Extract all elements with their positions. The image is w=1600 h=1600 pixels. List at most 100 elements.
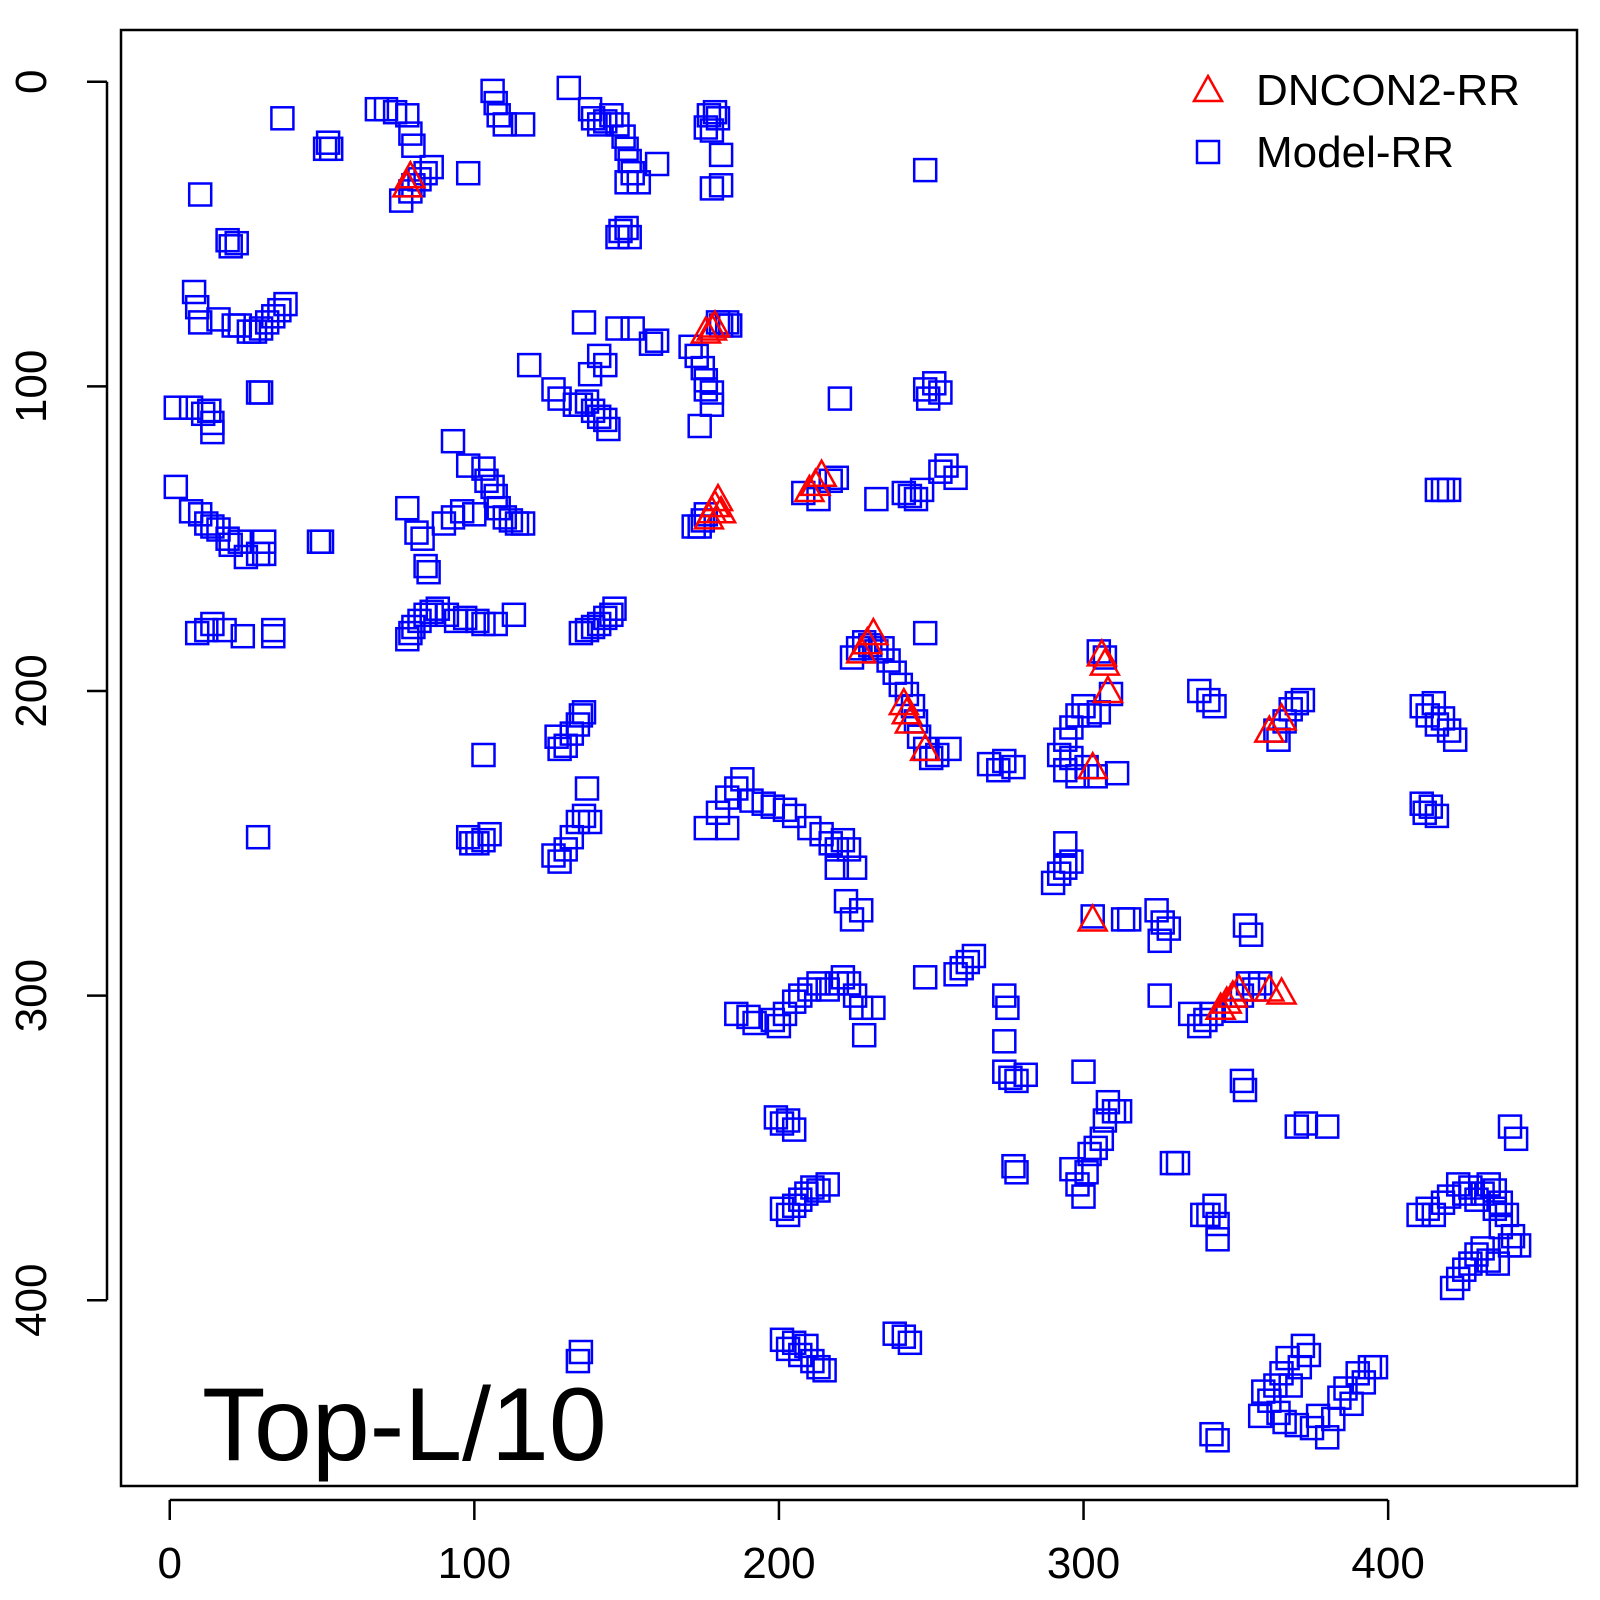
model-rr-point bbox=[1165, 1150, 1191, 1176]
model-rr-point bbox=[1147, 928, 1172, 954]
model-rr-point bbox=[471, 827, 496, 853]
x-tick-label: 400 bbox=[1351, 1539, 1424, 1588]
model-rr-point bbox=[824, 465, 850, 491]
model-rr-point bbox=[1232, 1077, 1258, 1103]
model-rr-point bbox=[510, 511, 536, 536]
model-rr-point bbox=[909, 477, 935, 503]
model-rr-point bbox=[187, 182, 213, 207]
model-rr-points bbox=[163, 75, 1532, 1453]
model-rr-point bbox=[693, 115, 719, 140]
model-rr-point bbox=[955, 949, 981, 975]
model-rr-point bbox=[224, 230, 249, 256]
model-rr-point bbox=[928, 459, 953, 484]
dncon2-rr-point bbox=[805, 458, 838, 487]
model-rr-point bbox=[912, 620, 938, 646]
model-rr-point bbox=[395, 495, 420, 521]
dncon2-rr-point bbox=[1076, 750, 1109, 780]
model-rr-point bbox=[1065, 764, 1090, 789]
model-rr-point bbox=[1013, 1062, 1038, 1088]
model-rr-point bbox=[309, 529, 335, 554]
model-rr-point bbox=[315, 130, 341, 155]
model-rr-point bbox=[1147, 983, 1172, 1008]
x-tick-label: 300 bbox=[1047, 1539, 1120, 1588]
model-rr-point bbox=[842, 855, 868, 880]
x-axis: 0 100 200 300 400 bbox=[157, 1498, 1425, 1588]
model-rr-point bbox=[608, 218, 633, 244]
model-rr-point bbox=[200, 419, 225, 445]
dncon2-rr-point bbox=[1265, 975, 1298, 1005]
model-rr-point bbox=[1290, 687, 1316, 713]
model-rr-point bbox=[903, 486, 929, 512]
model-rr-point bbox=[593, 352, 618, 378]
y-tick-label: 400 bbox=[7, 1263, 56, 1336]
model-rr-point bbox=[699, 118, 725, 143]
model-rr-point bbox=[230, 623, 256, 649]
y-tick-label: 0 bbox=[7, 70, 56, 94]
model-rr-point bbox=[248, 380, 274, 405]
model-rr-point bbox=[440, 428, 466, 454]
model-rr-point bbox=[251, 529, 277, 554]
y-axis: 0 100 200 300 400 bbox=[7, 70, 109, 1337]
model-rr-point bbox=[599, 602, 624, 628]
model-rr-point bbox=[617, 224, 642, 250]
model-rr-point bbox=[267, 297, 292, 323]
model-rr-point bbox=[1205, 1227, 1230, 1252]
model-rr-point bbox=[571, 310, 597, 335]
model-rr-point bbox=[833, 888, 859, 914]
dncon2-rr-point bbox=[1088, 647, 1122, 676]
model-rr-point bbox=[486, 103, 511, 128]
model-rr-point bbox=[699, 176, 725, 201]
model-rr-point bbox=[638, 331, 664, 356]
model-rr-point bbox=[1004, 1068, 1029, 1094]
model-rr-point bbox=[839, 907, 865, 932]
model-rr-point bbox=[797, 977, 822, 1002]
model-rr-point bbox=[510, 112, 536, 137]
model-rr-point bbox=[419, 154, 444, 180]
model-rr-point bbox=[1083, 1135, 1108, 1161]
model-rr-point bbox=[708, 173, 734, 198]
chart-annotation: Top-L/10 bbox=[202, 1367, 607, 1483]
model-rr-point bbox=[897, 1330, 923, 1356]
model-rr-point bbox=[864, 486, 889, 512]
model-rr-point bbox=[1107, 1099, 1133, 1124]
model-rr-point bbox=[891, 1324, 917, 1349]
model-rr-point bbox=[416, 559, 441, 585]
model-rr-point bbox=[848, 898, 874, 923]
model-rr-point bbox=[1150, 910, 1175, 935]
model-rr-point bbox=[215, 227, 240, 253]
model-rr-point bbox=[565, 1348, 591, 1374]
model-rr-point bbox=[815, 1172, 840, 1197]
model-rr-point bbox=[477, 821, 502, 847]
model-rr-point bbox=[1116, 907, 1142, 932]
model-rr-point bbox=[1406, 1202, 1431, 1228]
model-rr-point bbox=[1238, 922, 1264, 947]
model-rr-point bbox=[861, 995, 886, 1021]
model-rr-point bbox=[827, 386, 853, 411]
model-rr-point bbox=[1071, 1059, 1096, 1084]
model-rr-point bbox=[1053, 831, 1078, 856]
model-rr-point bbox=[693, 502, 719, 527]
x-tick-label: 200 bbox=[742, 1539, 815, 1588]
model-rr-point bbox=[1436, 477, 1462, 503]
model-rr-point bbox=[961, 943, 987, 969]
legend-label-model-rr: Model-RR bbox=[1256, 128, 1454, 177]
model-rr-point bbox=[1229, 1068, 1255, 1094]
model-rr-point bbox=[986, 757, 1011, 783]
model-rr-point bbox=[419, 599, 444, 625]
dncon2-rr-point bbox=[890, 695, 924, 725]
model-rr-point bbox=[474, 468, 499, 494]
model-rr-point bbox=[455, 160, 481, 186]
model-rr-point bbox=[928, 380, 953, 405]
model-rr-point bbox=[1314, 1425, 1340, 1450]
model-rr-point bbox=[912, 157, 938, 183]
model-rr-point bbox=[577, 809, 603, 835]
model-rr-point bbox=[824, 855, 850, 880]
model-rr-point bbox=[568, 703, 594, 728]
dncon2-rr-point bbox=[1076, 902, 1109, 932]
model-rr-point bbox=[1488, 1214, 1514, 1240]
model-rr-point bbox=[1482, 1196, 1508, 1222]
model-rr-point bbox=[998, 1065, 1023, 1091]
model-rr-point bbox=[1503, 1126, 1529, 1152]
model-rr-point bbox=[404, 520, 429, 545]
model-rr-point bbox=[194, 617, 219, 643]
